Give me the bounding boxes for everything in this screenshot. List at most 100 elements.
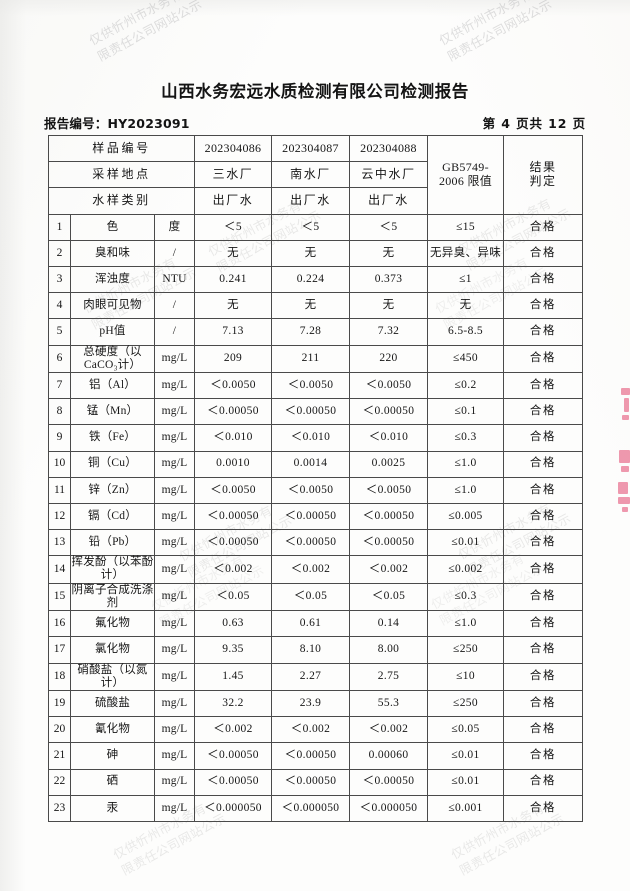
row-limit: ≤1.0 bbox=[427, 610, 505, 638]
table-row: 2 臭和味 / 无无无无异臭、异味 合格 bbox=[48, 239, 584, 267]
standard-line-1: GB5749- bbox=[442, 159, 489, 174]
table-header-sample-no: 样品编号 202304086 202304087 202304088 GB574… bbox=[47, 134, 584, 215]
header-type-1: 出厂水 bbox=[194, 187, 273, 215]
row-item: 汞 bbox=[70, 794, 155, 822]
row-value-1: ＜0.00050 bbox=[194, 742, 273, 770]
row-unit: mg/L bbox=[153, 476, 196, 504]
row-limit: ≤250 bbox=[427, 636, 505, 664]
row-no: 2 bbox=[48, 239, 71, 267]
row-value-1: ＜0.00050 bbox=[194, 768, 273, 796]
row-no: 8 bbox=[48, 398, 71, 426]
header-site-1: 三水厂 bbox=[194, 161, 273, 189]
row-verdict: 合格 bbox=[503, 716, 584, 744]
row-value-2: ＜0.0050 bbox=[271, 371, 351, 400]
row-value-1: ＜0.00050 bbox=[194, 398, 273, 426]
row-item: 硫酸盐 bbox=[70, 689, 155, 718]
row-unit: mg/L bbox=[153, 582, 196, 612]
table-row: 13 铅（Pb） mg/L ＜0.00050 ＜0.00050 ＜0.00050 ≤0.01… bbox=[48, 529, 584, 557]
row-item: 锌（Zn） bbox=[70, 476, 155, 504]
row-unit: / bbox=[153, 292, 196, 320]
row-verdict: 合格 bbox=[503, 424, 584, 452]
row-limit: 无异臭、异味 bbox=[427, 239, 505, 267]
document-meta: 报告编号：HY2023091 第 4 页共 12 页 bbox=[44, 113, 586, 132]
row-value-1: 209 bbox=[194, 344, 273, 373]
row-value-3: ＜0.000050 bbox=[349, 794, 429, 822]
row-value-2: 无 bbox=[271, 239, 351, 267]
row-value-2: 8.10 bbox=[271, 636, 351, 664]
row-limit: ≤1 bbox=[427, 265, 505, 294]
row-item: 阴离子合成洗涤剂 bbox=[70, 582, 155, 612]
row-value-2: ＜5 bbox=[271, 213, 351, 241]
row-no: 19 bbox=[48, 689, 71, 718]
row-value-2: ＜0.05 bbox=[271, 582, 351, 612]
row-value-1: ＜0.0050 bbox=[194, 476, 273, 504]
row-value-3: 55.3 bbox=[349, 689, 429, 718]
row-value-3: ＜0.0050 bbox=[349, 476, 429, 504]
row-limit: ≤0.01 bbox=[427, 742, 505, 770]
row-value-1: ＜0.05 bbox=[194, 582, 273, 612]
table-row: 22 硒 mg/L ＜0.00050 ＜0.00050 ＜0.00050 ≤0.01 合格 bbox=[48, 768, 584, 796]
row-item: 铅（Pb） bbox=[70, 529, 155, 557]
row-unit: mg/L bbox=[153, 424, 196, 452]
table-row: 14 挥发酚（以苯酚计） mg/L ＜0.002 ＜0.002 ＜0.002 ≤0.002 合… bbox=[48, 555, 584, 584]
row-verdict: 合格 bbox=[503, 213, 584, 241]
row-value-2: ＜0.00050 bbox=[271, 529, 351, 557]
row-item: 镉（Cd） bbox=[70, 502, 155, 531]
row-unit: mg/L bbox=[153, 502, 196, 531]
row-verdict: 合格 bbox=[503, 794, 584, 822]
row-no: 5 bbox=[48, 318, 71, 346]
row-value-2: 7.28 bbox=[271, 318, 351, 346]
table-row: 3 浑浊度 NTU 0.241 0.224 0.373 ≤1 合格 bbox=[48, 265, 584, 294]
row-limit: ≤0.01 bbox=[427, 529, 505, 557]
row-verdict: 合格 bbox=[503, 636, 584, 664]
row-no: 11 bbox=[48, 476, 71, 504]
row-value-1: ＜0.0050 bbox=[194, 371, 273, 400]
row-value-1: 0.241 bbox=[194, 265, 273, 294]
table-row: 1 色度＜5 ＜5 ＜5 ≤15 合格 bbox=[48, 213, 584, 241]
row-no: 22 bbox=[48, 768, 71, 796]
row-value-2: 0.0014 bbox=[271, 450, 351, 478]
page-title: 山西水务宏远水质检测有限公司检测报告 bbox=[161, 82, 469, 101]
table-row: 9 铁（Fe） mg/L ＜0.010 ＜0.010 ＜0.010 ≤0.3 合格 bbox=[48, 424, 584, 452]
row-limit: ≤10 bbox=[427, 662, 505, 691]
row-limit: ≤450 bbox=[427, 344, 505, 373]
table-row: 10 铜（Cu） mg/L 0.0010 0.0014 0.0025 ≤1.0 合格 bbox=[48, 450, 584, 478]
verdict-line-1: 结果 bbox=[529, 159, 557, 174]
row-no: 3 bbox=[48, 265, 71, 294]
table-row: 11 锌（Zn） mg/L ＜0.0050 ＜0.0050 ＜0.0050 ≤1.0 合格 bbox=[48, 476, 584, 504]
row-unit: mg/L bbox=[153, 398, 196, 426]
row-value-2: 0.224 bbox=[271, 265, 351, 294]
header-site-2: 南水厂 bbox=[271, 161, 351, 189]
row-value-3: ＜0.00050 bbox=[349, 768, 429, 796]
row-item: 铁（Fe） bbox=[70, 424, 155, 452]
row-value-3: ＜0.010 bbox=[349, 424, 429, 452]
row-item: 锰（Mn） bbox=[70, 398, 155, 426]
header-label-sampling-site: 采样地点 bbox=[47, 161, 196, 189]
row-value-3: 220 bbox=[349, 344, 429, 373]
row-no: 20 bbox=[48, 716, 71, 744]
row-verdict: 合格 bbox=[503, 742, 584, 770]
row-limit: 无 bbox=[427, 292, 505, 320]
row-value-1: ＜0.010 bbox=[194, 424, 273, 452]
row-value-2: ＜0.000050 bbox=[271, 794, 351, 822]
row-verdict: 合格 bbox=[503, 476, 584, 504]
row-value-3: 8.00 bbox=[349, 636, 429, 664]
row-item: 铝（Al） bbox=[70, 371, 155, 400]
row-unit: mg/L bbox=[153, 529, 196, 557]
row-no: 17 bbox=[48, 636, 71, 664]
row-limit: ≤0.005 bbox=[427, 502, 505, 531]
header-standard-limit: GB5749- 2006 限值 bbox=[427, 135, 505, 215]
row-unit: mg/L bbox=[153, 742, 196, 770]
row-unit: / bbox=[153, 239, 196, 267]
row-unit: 度 bbox=[153, 213, 196, 241]
row-value-2: ＜0.00050 bbox=[271, 742, 351, 770]
row-item: 总硬度（以CaCO₃计） bbox=[70, 344, 155, 373]
row-limit: ≤1.0 bbox=[427, 450, 505, 478]
row-value-3: ＜0.002 bbox=[349, 555, 429, 584]
row-value-2: ＜0.00050 bbox=[271, 502, 351, 531]
report-number: 报告编号：HY2023091 bbox=[44, 116, 190, 131]
row-verdict: 合格 bbox=[503, 292, 584, 320]
row-value-3: 无 bbox=[349, 292, 429, 320]
row-value-3: ＜0.0050 bbox=[349, 371, 429, 400]
